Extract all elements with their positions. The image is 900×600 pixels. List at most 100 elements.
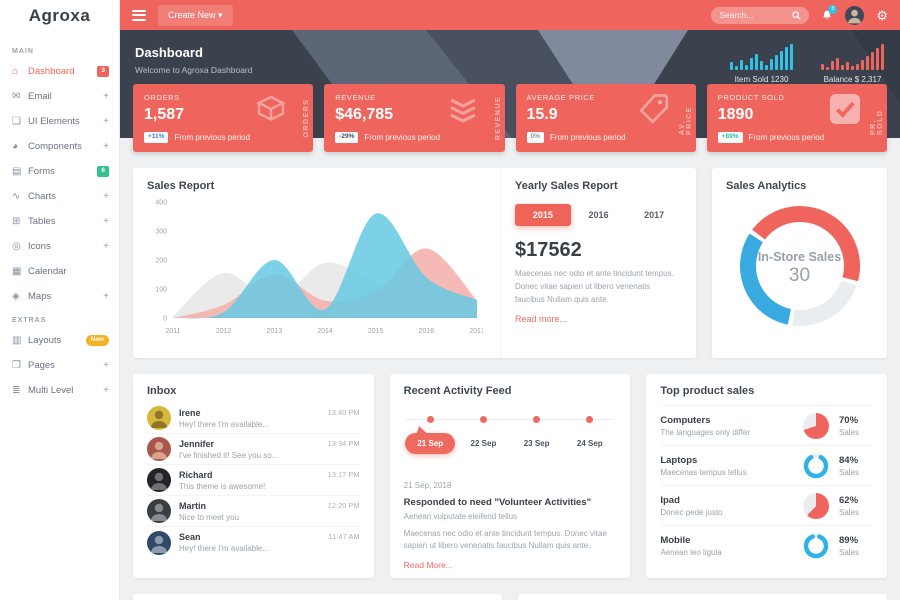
product-info: Mobile Aenean leo ligula: [660, 535, 793, 557]
stat-delta-badge: -29%: [335, 132, 359, 143]
activity-read-more-link[interactable]: Read More...: [403, 560, 453, 570]
expand-plus-icon: +: [103, 216, 109, 227]
sidebar-item-label: Layouts: [28, 335, 62, 346]
yearly-sales-zone: Yearly Sales Report 2015 2016 2017 $17562 …: [500, 168, 696, 358]
timeline-day-22-sep[interactable]: 22 Sep: [457, 413, 510, 454]
product-name: Computers: [660, 414, 711, 426]
notifications-button[interactable]: 3: [821, 4, 838, 22]
inbox-card: Inbox Irene Hey! there I'm available... 13…: [133, 374, 374, 578]
yearly-read-more-link[interactable]: Read more...: [515, 314, 568, 325]
activity-headline: Responded to need "Volunteer Activities": [403, 497, 592, 508]
yearly-tab-2015[interactable]: 2015: [515, 204, 571, 226]
svg-text:2015: 2015: [368, 328, 384, 335]
svg-text:2012: 2012: [216, 328, 232, 335]
timeline-dot: [426, 416, 434, 423]
sidebar-item-layouts[interactable]: ▥ Layouts New: [0, 328, 119, 353]
yearly-tab-2017[interactable]: 2017: [644, 210, 665, 220]
yearly-tab-2016[interactable]: 2016: [588, 210, 609, 220]
svg-text:2016: 2016: [419, 328, 435, 335]
sidebar-item-icons[interactable]: ◎ Icons +: [0, 234, 119, 259]
timeline-day-23-sep[interactable]: 23 Sep: [510, 413, 563, 454]
create-new-button[interactable]: Create New ▾: [158, 4, 233, 26]
message-time: 12:20 PM: [327, 501, 360, 510]
search-input[interactable]: [719, 10, 793, 20]
sidebar-item-ui-elements[interactable]: ❑ UI Elements +: [0, 109, 119, 134]
message-time: 13:40 PM: [327, 408, 360, 417]
inbox-title: Inbox: [147, 385, 177, 397]
menu-section-label: EXTRAS: [12, 317, 47, 324]
hamburger-menu-icon[interactable]: [132, 7, 146, 23]
sidebar-item-label: Email: [28, 91, 52, 102]
ui-box-icon: ❑: [12, 116, 21, 127]
product-percent: 62%: [839, 494, 859, 506]
sidebar-item-email[interactable]: ✉ Email +: [0, 84, 119, 109]
sidebar-item-label: Charts: [28, 191, 56, 202]
activity-subline: Aenean vulputate eleifend tellus: [403, 512, 518, 521]
home-icon: ⌂: [12, 66, 19, 77]
user-avatar[interactable]: [845, 5, 865, 25]
top-products-card: Top product sales Computers The languages…: [646, 374, 888, 578]
product-percent-sub: Sales: [839, 548, 860, 557]
person-silhouette-icon: [845, 5, 865, 25]
pages-icon: ❐: [12, 360, 21, 371]
inbox-message-martin[interactable]: Martin Nice to meet you 12:20 PM: [147, 496, 360, 527]
page-subtitle: Welcome to Agroxa Dashboard: [135, 65, 253, 75]
stat-card-orders: ORDERS 1,587 +11% From previous period ORDER…: [133, 84, 314, 152]
inbox-message-jennifer[interactable]: Jennifer I've finished it! See you so... 1…: [147, 434, 360, 465]
svg-text:300: 300: [155, 229, 167, 236]
inbox-message-irene[interactable]: Irene Hey! there I'm available... 13:40 PM: [147, 403, 360, 434]
stat-note: From previous period: [748, 132, 825, 142]
sidebar-item-dashboard[interactable]: ⌂ Dashboard 3: [0, 59, 119, 84]
timeline-day-24-sep[interactable]: 24 Sep: [563, 413, 616, 454]
pie-chart: [803, 412, 830, 439]
sidebar-item-tables[interactable]: ⊞ Tables +: [0, 209, 119, 234]
expand-plus-icon: +: [103, 385, 109, 396]
stat-footer: +89% From previous period: [717, 132, 876, 143]
sender-name: Irene: [179, 407, 201, 418]
product-stats: 62% Sales: [839, 495, 873, 517]
product-info: Computers The languages only differ: [660, 415, 793, 437]
message-content: Jennifer I've finished it! See you so...: [179, 439, 320, 460]
timeline-day-21-sep[interactable]: 21 Sep: [404, 413, 457, 454]
settings-gear-icon[interactable]: ⚙: [876, 7, 888, 23]
product-stats: 84% Sales: [839, 455, 873, 477]
product-name: Ipad: [660, 494, 680, 506]
yearly-description: Maecenas nec odio et ante tincidunt temp…: [515, 269, 674, 304]
sidebar-item-calendar[interactable]: ▦ Calendar: [0, 259, 119, 284]
sidebar-item-components[interactable]: ◕ Components +: [0, 134, 119, 159]
avatar: [147, 530, 171, 555]
stat-label: AVERAGE PRICE: [526, 93, 596, 102]
sidebar-item-multi-level[interactable]: ≣ Multi Level +: [0, 378, 119, 403]
bottom-right-card: [518, 594, 887, 600]
sidebar-item-charts[interactable]: ∿ Charts +: [0, 184, 119, 209]
message-content: Sean Hey! there I'm available...: [179, 532, 321, 553]
product-name: Laptops: [660, 454, 698, 466]
avatar: [147, 468, 171, 492]
inbox-message-sean[interactable]: Sean Hey! there I'm available... 11:47 AM: [147, 527, 360, 558]
sales-analytics-card: Sales Analytics In-Store Sales 30: [712, 168, 887, 358]
stat-footer: 0% From previous period: [526, 132, 685, 143]
pie-chart: [803, 492, 830, 519]
message-preview: Hey! there I'm available...: [179, 544, 270, 553]
sender-name: Sean: [179, 532, 201, 542]
stat-value: $46,785: [335, 106, 394, 123]
expand-plus-icon: +: [103, 241, 109, 252]
person-silhouette-icon: [147, 468, 171, 492]
check-icon: [827, 91, 863, 127]
message-time: 13:34 PM: [327, 439, 360, 448]
stat-delta-badge: +11%: [144, 132, 169, 143]
product-info: Laptops Maecenas tempus tellus: [660, 455, 793, 477]
expand-plus-icon: +: [103, 116, 109, 127]
search-box: [711, 6, 810, 24]
charts-row: Sales Report 0 100 200 300 400 2011 2012 2013 20…: [133, 168, 887, 358]
sidebar-item-pages[interactable]: ❐ Pages +: [0, 353, 119, 378]
sidebar-item-forms[interactable]: ▤ Forms 6: [0, 159, 119, 184]
sidebar-item-label: Components: [28, 141, 82, 152]
inbox-list: Irene Hey! there I'm available... 13:40 PM…: [147, 403, 360, 558]
stat-note: From previous period: [364, 132, 441, 142]
layouts-icon: ▥: [12, 335, 22, 346]
inbox-message-richard[interactable]: Richard This theme is awesome! 13:17 PM: [147, 465, 360, 496]
sidebar-item-maps[interactable]: ◈ Maps +: [0, 284, 119, 309]
sidebar-badge: 3: [97, 66, 109, 77]
